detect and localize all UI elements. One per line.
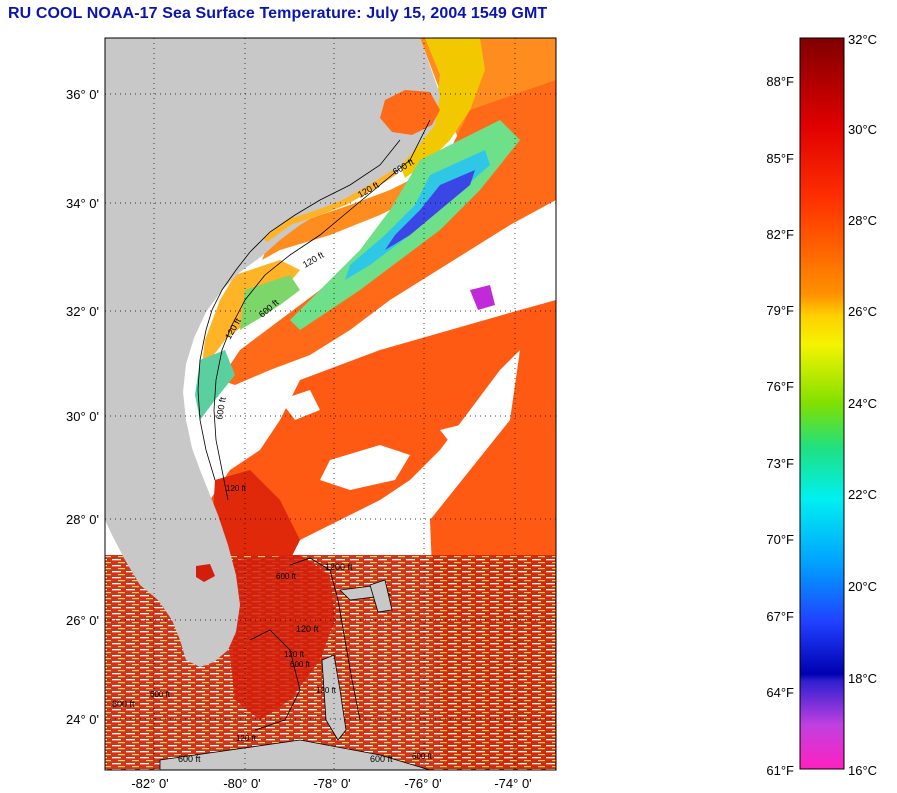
sst-nc-coast-band — [262, 38, 556, 260]
isobath-label: 600 ft — [412, 752, 433, 761]
bahamas-abaco — [369, 579, 393, 613]
celsius-label: 16°C — [848, 763, 877, 778]
fahrenheit-label: 79°F — [766, 303, 794, 318]
isobath-label: 1200 ft — [325, 562, 353, 572]
sst-straits-hot — [228, 555, 335, 720]
fahrenheit-label: 88°F — [766, 74, 794, 89]
sst-hot-region — [212, 470, 300, 570]
sst-purple-spot — [470, 285, 495, 310]
fahrenheit-label: 61°F — [766, 763, 794, 778]
lon-tick-label: -78° 0' — [313, 776, 350, 791]
cuba-edge — [159, 739, 431, 770]
isobath-label: 600 ft — [150, 690, 171, 699]
celsius-label: 18°C — [848, 671, 877, 686]
isobath-label: 600 ft — [290, 660, 311, 669]
lake-okeechobee — [196, 564, 215, 582]
lat-tick-label: 26° 0' — [66, 613, 99, 628]
isobath-label: 600 ft — [112, 699, 135, 709]
sst-green-coastal — [240, 275, 300, 330]
celsius-label: 32°C — [848, 32, 877, 47]
isobath-label: 120 ft — [316, 686, 337, 695]
fahrenheit-label: 76°F — [766, 379, 794, 394]
sst-blue-filament — [385, 170, 475, 250]
lat-tick-label: 30° 0' — [66, 409, 99, 424]
fahrenheit-label: 73°F — [766, 456, 794, 471]
isobath-label: 120 ft — [296, 624, 319, 634]
lon-tick-label: -74° 0' — [494, 776, 531, 791]
celsius-label: 28°C — [848, 213, 877, 228]
isobath-label: 120 ft — [284, 650, 305, 659]
color-scale-bar — [799, 37, 845, 770]
fahrenheit-label: 82°F — [766, 227, 794, 242]
fahrenheit-label: 85°F — [766, 151, 794, 166]
sst-cloud-patch-1 — [320, 445, 410, 490]
isobath-label: 600 ft — [276, 572, 297, 581]
fahrenheit-label: 67°F — [766, 609, 794, 624]
isobath-label: 120 ft — [226, 484, 247, 493]
celsius-label: 24°C — [848, 396, 877, 411]
celsius-label: 30°C — [848, 122, 877, 137]
isobath-label: 600 ft — [214, 396, 228, 420]
isobath-label: 600 ft — [178, 754, 201, 764]
sst-yellow-shelf — [400, 38, 485, 178]
sst-east-florida-cool — [195, 350, 235, 420]
shelf-rim-nc — [263, 169, 397, 243]
lat-tick-label: 32° 0' — [66, 304, 99, 319]
isobaths — [197, 119, 431, 731]
sst-map: 120 ft 600 ft 120 ft 600 ft 120 ft 600 f… — [66, 37, 557, 791]
lat-tick-label: 24° 0' — [66, 712, 99, 727]
celsius-label: 26°C — [848, 304, 877, 319]
pamlico-sound — [380, 90, 440, 135]
fahrenheit-label: 64°F — [766, 685, 794, 700]
fahrenheit-label: 70°F — [766, 532, 794, 547]
lon-tick-label: -76° 0' — [404, 776, 441, 791]
celsius-label: 22°C — [848, 487, 877, 502]
isobath-label: 120 ft — [236, 734, 257, 743]
graticule — [105, 38, 556, 770]
isobath-label: 600 ft — [370, 754, 393, 764]
map-frame — [104, 37, 557, 771]
sst-cloud-patch-3 — [280, 390, 320, 420]
map-title: RU COOL NOAA-17 Sea Surface Temperature:… — [8, 5, 548, 22]
lat-tick-label: 34° 0' — [66, 196, 99, 211]
sst-cloud-patch-2 — [440, 420, 490, 455]
lat-tick-label: 36° 0' — [66, 87, 99, 102]
lat-tick-label: 28° 0' — [66, 512, 99, 527]
lon-tick-label: -82° 0' — [131, 776, 168, 791]
land-mainland — [105, 38, 440, 667]
celsius-label: 20°C — [848, 579, 877, 594]
lon-tick-label: -80° 0' — [223, 776, 260, 791]
